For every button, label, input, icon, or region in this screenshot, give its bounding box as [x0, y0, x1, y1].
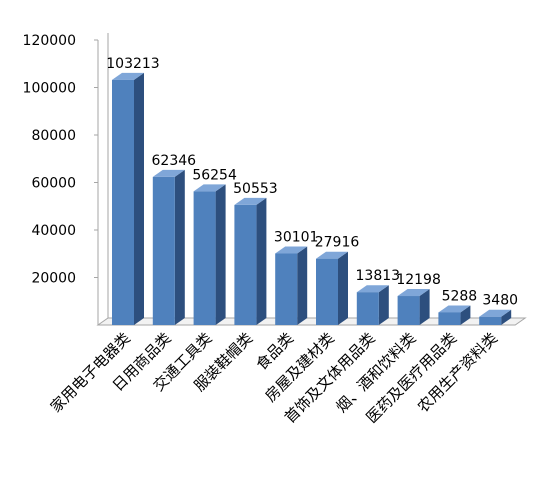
bar	[438, 305, 471, 325]
bar-side	[174, 169, 185, 325]
y-axis-ticks: 20000 40000 60000 80000 100000 120000	[23, 33, 98, 287]
bar	[234, 197, 267, 325]
bar-top	[275, 246, 308, 254]
data-label: 27916	[315, 235, 360, 251]
bar-front	[112, 79, 134, 325]
bar-front	[152, 176, 175, 325]
data-label: 13813	[356, 268, 401, 284]
data-label: 62346	[152, 153, 197, 169]
data-label: 12198	[396, 272, 441, 288]
bar	[479, 309, 512, 325]
data-label: 3480	[482, 293, 518, 309]
bar-top	[316, 251, 348, 259]
bar-top	[234, 197, 267, 205]
bar-side	[460, 305, 471, 325]
bar-side	[256, 197, 267, 325]
bar-front	[397, 296, 420, 325]
data-label: 5288	[442, 288, 478, 304]
bar-side	[215, 184, 226, 325]
y-tick-label: 60000	[31, 176, 76, 192]
data-label: 50553	[233, 181, 278, 197]
bar-front	[479, 316, 502, 325]
bar-front	[316, 258, 338, 325]
y-tick-label: 120000	[23, 33, 76, 49]
data-label: 30101	[274, 230, 319, 246]
bar-top	[112, 72, 144, 80]
bar-front	[438, 312, 461, 325]
data-label: 56254	[192, 167, 237, 183]
bar-side	[419, 289, 430, 325]
bar	[152, 169, 185, 325]
bar-front	[275, 253, 298, 325]
bar-side	[134, 72, 144, 325]
category-labels: 家用电子电器类日用商品类交通工具类服装鞋帽类食品类房屋及建材类首饰及文体用品类烟…	[47, 329, 501, 427]
bar	[112, 72, 144, 325]
bar-front	[234, 204, 257, 325]
bar	[356, 285, 389, 325]
bar-top	[193, 184, 226, 192]
y-tick-label: 20000	[31, 271, 76, 287]
y-tick-label: 40000	[31, 223, 76, 239]
bar	[316, 251, 348, 325]
bar-side	[338, 251, 348, 325]
bar-side	[378, 285, 389, 325]
bar-top	[438, 305, 471, 313]
bar-side	[501, 309, 512, 325]
bar-top	[356, 285, 389, 293]
bar-side	[297, 246, 308, 325]
y-tick-label: 100000	[23, 81, 76, 97]
bar-series	[112, 72, 512, 325]
data-label: 103213	[106, 56, 159, 72]
bar	[397, 289, 430, 325]
bar-front	[356, 292, 379, 325]
bar-top	[152, 169, 185, 177]
bar	[193, 184, 226, 325]
bar-top	[397, 289, 430, 297]
bar-front	[193, 191, 216, 325]
bar-top	[479, 309, 512, 317]
bar	[275, 246, 308, 325]
y-tick-label: 80000	[31, 128, 76, 144]
